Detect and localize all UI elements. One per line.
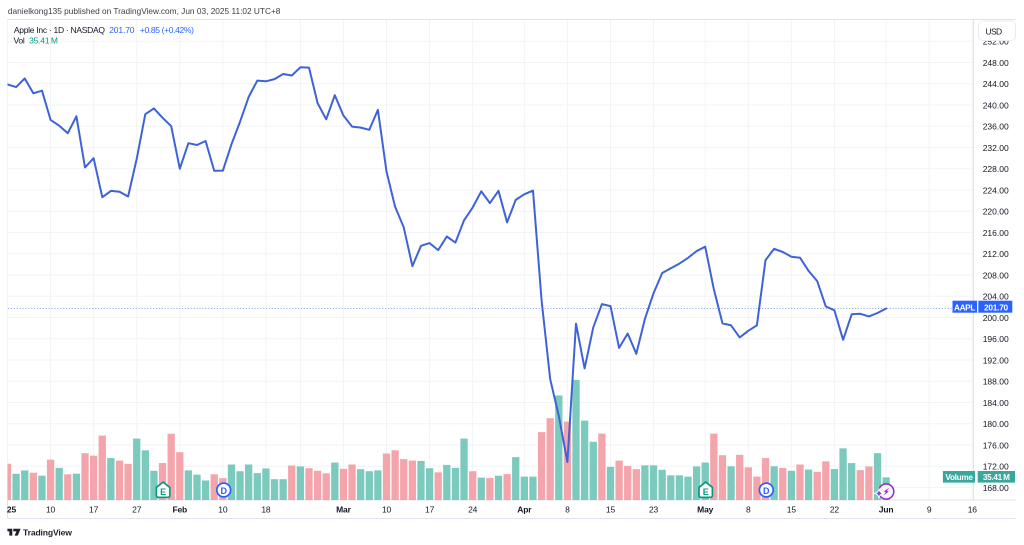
svg-text:Jun: Jun (879, 505, 894, 515)
svg-text:24: 24 (468, 505, 478, 515)
svg-text:Volume: Volume (945, 473, 973, 482)
svg-text:201.70: 201.70 (109, 25, 135, 35)
svg-text:22: 22 (830, 505, 840, 515)
svg-text:232.00: 232.00 (983, 143, 1009, 153)
svg-text:Vol: Vol (14, 36, 25, 46)
svg-text:168.00: 168.00 (983, 483, 1009, 493)
svg-text:17: 17 (89, 505, 99, 515)
svg-text:200.00: 200.00 (983, 313, 1009, 323)
svg-text:184.00: 184.00 (983, 398, 1009, 408)
svg-text:18: 18 (261, 505, 271, 515)
svg-text:248.00: 248.00 (983, 58, 1009, 68)
svg-text:D: D (220, 486, 227, 496)
svg-text:27: 27 (132, 505, 142, 515)
svg-text:25: 25 (7, 505, 17, 515)
svg-text:240.00: 240.00 (983, 100, 1009, 110)
svg-text:228.00: 228.00 (983, 164, 1009, 174)
svg-text:212.00: 212.00 (983, 249, 1009, 259)
svg-text:216.00: 216.00 (983, 228, 1009, 238)
svg-text:15: 15 (606, 505, 616, 515)
svg-text:196.00: 196.00 (983, 334, 1009, 344)
svg-text:10: 10 (382, 505, 392, 515)
svg-text:201.70: 201.70 (984, 302, 1009, 312)
svg-text:172.00: 172.00 (983, 462, 1009, 472)
svg-text:15: 15 (787, 505, 797, 515)
svg-text:192.00: 192.00 (983, 355, 1009, 365)
svg-text:8: 8 (565, 505, 570, 515)
svg-text:224.00: 224.00 (983, 185, 1009, 195)
svg-text:220.00: 220.00 (983, 207, 1009, 217)
svg-text:10: 10 (218, 505, 228, 515)
svg-text:May: May (697, 505, 714, 515)
svg-text:180.00: 180.00 (983, 419, 1009, 429)
svg-text:8: 8 (746, 505, 751, 515)
svg-text:188.00: 188.00 (983, 377, 1009, 387)
svg-text:E: E (703, 487, 709, 497)
svg-text:17: 17 (425, 505, 435, 515)
svg-text:AAPL: AAPL (954, 302, 975, 312)
svg-text:176.00: 176.00 (983, 440, 1009, 450)
svg-text:TradingView: TradingView (23, 527, 72, 537)
svg-text:35.41 M: 35.41 M (983, 473, 1010, 482)
svg-text:244.00: 244.00 (983, 79, 1009, 89)
svg-text:16: 16 (968, 505, 978, 515)
svg-text:+0.85 (+0.42%): +0.85 (+0.42%) (140, 25, 194, 35)
svg-text:Feb: Feb (172, 505, 187, 515)
svg-text:35.41 M: 35.41 M (29, 36, 58, 46)
svg-text:23: 23 (649, 505, 659, 515)
svg-text:E: E (160, 487, 166, 497)
svg-text:danielkong135 published on Tra: danielkong135 published on TradingView.c… (8, 6, 281, 16)
svg-text:Apple Inc · 1D · NASDAQ: Apple Inc · 1D · NASDAQ (14, 25, 106, 35)
svg-text:USD: USD (985, 27, 1002, 37)
svg-text:208.00: 208.00 (983, 270, 1009, 280)
svg-text:Apr: Apr (517, 505, 532, 515)
svg-text:9: 9 (927, 505, 932, 515)
svg-text:252.00: 252.00 (983, 37, 1009, 47)
svg-text:10: 10 (46, 505, 56, 515)
svg-text:204.00: 204.00 (983, 292, 1009, 302)
svg-text:D: D (763, 486, 770, 496)
svg-text:236.00: 236.00 (983, 122, 1009, 132)
svg-text:Mar: Mar (336, 505, 352, 515)
